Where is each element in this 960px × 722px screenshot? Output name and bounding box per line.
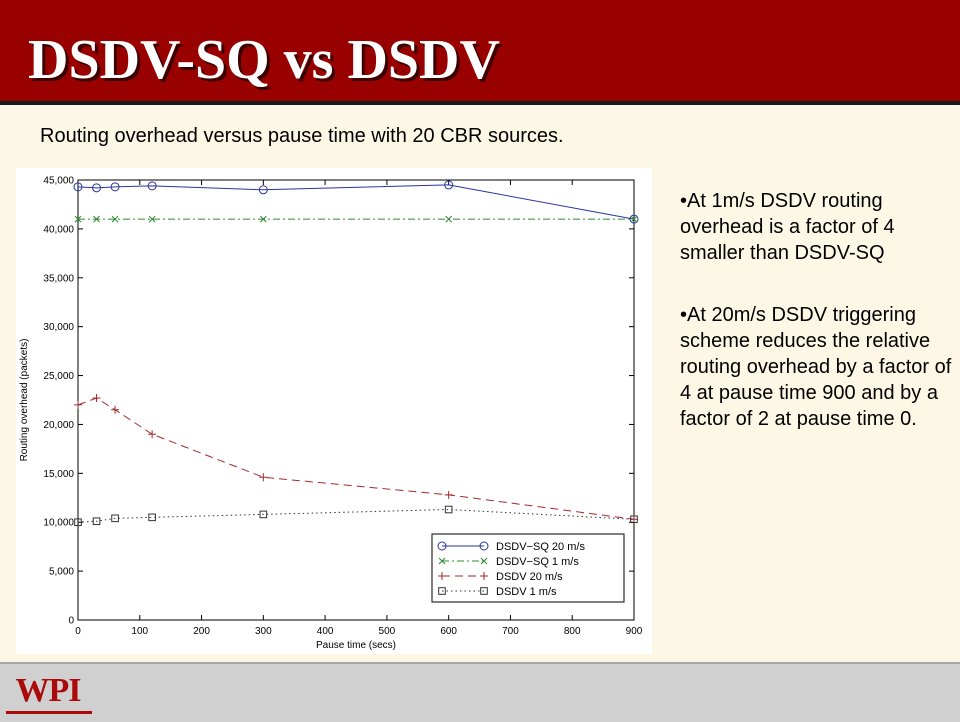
y-tick-label: 30,000 — [43, 322, 74, 333]
data-point — [444, 180, 454, 190]
bullet-point-1: •At 1m/s DSDV routing overhead is a fact… — [680, 190, 895, 264]
data-point — [148, 430, 157, 439]
wpi-logo-text: WPI — [15, 672, 82, 709]
x-tick-label: 500 — [379, 626, 396, 637]
data-point — [444, 490, 453, 499]
series-4 — [74, 505, 638, 527]
legend-marker — [438, 557, 446, 565]
data-point — [74, 518, 82, 527]
y-tick-label: 0 — [68, 616, 74, 627]
y-tick-label: 15,000 — [43, 469, 74, 480]
slide-title: DSDV-SQ vs DSDV — [28, 29, 500, 91]
routing-overhead-chart: 0 100 200 300 400 500 600 700 800 900 0 5,000 10,000… — [19, 176, 643, 652]
data-point — [258, 185, 268, 195]
legend-label: DSDV−SQ 1 m/s — [496, 556, 579, 568]
y-tick-label: 20,000 — [43, 420, 74, 431]
legend-label: DSDV−SQ 20 m/s — [496, 541, 585, 553]
data-point — [630, 215, 638, 223]
chart-panel: 0 100 200 300 400 500 600 700 800 900 0 5,000 10,000… — [16, 168, 652, 654]
x-tick-label: 100 — [131, 626, 148, 637]
series-3 — [74, 394, 638, 524]
data-point — [148, 513, 156, 522]
y-tick-label: 45,000 — [43, 176, 74, 187]
legend-marker — [438, 572, 446, 580]
x-tick-label: 400 — [317, 626, 334, 637]
y-axis-label: Routing overhead (packets) — [19, 339, 30, 462]
title-bar — [0, 0, 960, 104]
legend-label: DSDV 20 m/s — [496, 571, 563, 583]
footer-band — [0, 662, 960, 722]
legend-marker — [480, 557, 488, 565]
legend-marker — [480, 587, 488, 595]
x-axis-label: Pause time (secs) — [316, 640, 396, 651]
y-tick-label: 40,000 — [43, 224, 74, 235]
data-point — [74, 215, 82, 223]
x-tick-label: 0 — [75, 626, 81, 637]
data-point — [92, 517, 101, 526]
x-tick-label: 900 — [626, 626, 643, 637]
wpi-logo-underline — [6, 711, 92, 714]
series-line — [77, 184, 635, 220]
series-1 — [73, 180, 639, 224]
legend-marker — [480, 572, 488, 580]
x-tick-label: 300 — [255, 626, 272, 637]
data-point — [74, 400, 82, 409]
series-2 — [74, 215, 638, 223]
data-point — [259, 215, 267, 223]
data-point — [111, 514, 119, 523]
title-bar-rule — [0, 101, 960, 105]
data-point — [111, 215, 119, 223]
x-tick-label: 600 — [440, 626, 457, 637]
chart-caption: Routing overhead versus pause time with … — [40, 125, 564, 147]
x-tick-label: 200 — [193, 626, 210, 637]
data-point — [73, 182, 83, 192]
y-tick-label: 35,000 — [43, 273, 74, 284]
legend-marker — [437, 541, 447, 551]
series-line — [77, 509, 635, 523]
data-point — [259, 473, 268, 482]
y-tick-label: 10,000 — [43, 518, 74, 529]
x-tick-label: 700 — [502, 626, 519, 637]
bullet-point-2: •At 20m/s DSDV triggering scheme reduces… — [680, 304, 952, 430]
bullet-list: •At 1m/s DSDV routing overhead is a fact… — [680, 188, 952, 468]
data-point — [92, 394, 101, 403]
chart-legend: DSDV−SQ 20 m/s DSDV−SQ 1 m/s DSDV 20 m/s DS… — [431, 533, 625, 603]
y-tick-label: 25,000 — [43, 371, 74, 382]
data-point — [92, 183, 102, 193]
data-point — [148, 215, 156, 223]
data-point — [110, 182, 120, 192]
data-point — [444, 505, 453, 514]
data-point — [445, 215, 453, 223]
data-point — [93, 215, 100, 223]
data-point — [259, 510, 268, 519]
y-tick-label: 5,000 — [49, 567, 74, 578]
x-tick-label: 800 — [564, 626, 581, 637]
legend-marker — [438, 587, 446, 595]
wpi-logo: WPI — [4, 669, 92, 715]
legend-box — [431, 533, 625, 603]
data-point — [630, 515, 638, 524]
data-point — [111, 405, 120, 414]
legend-label: DSDV 1 m/s — [496, 586, 557, 598]
data-point — [147, 181, 157, 191]
legend-marker — [479, 541, 489, 551]
